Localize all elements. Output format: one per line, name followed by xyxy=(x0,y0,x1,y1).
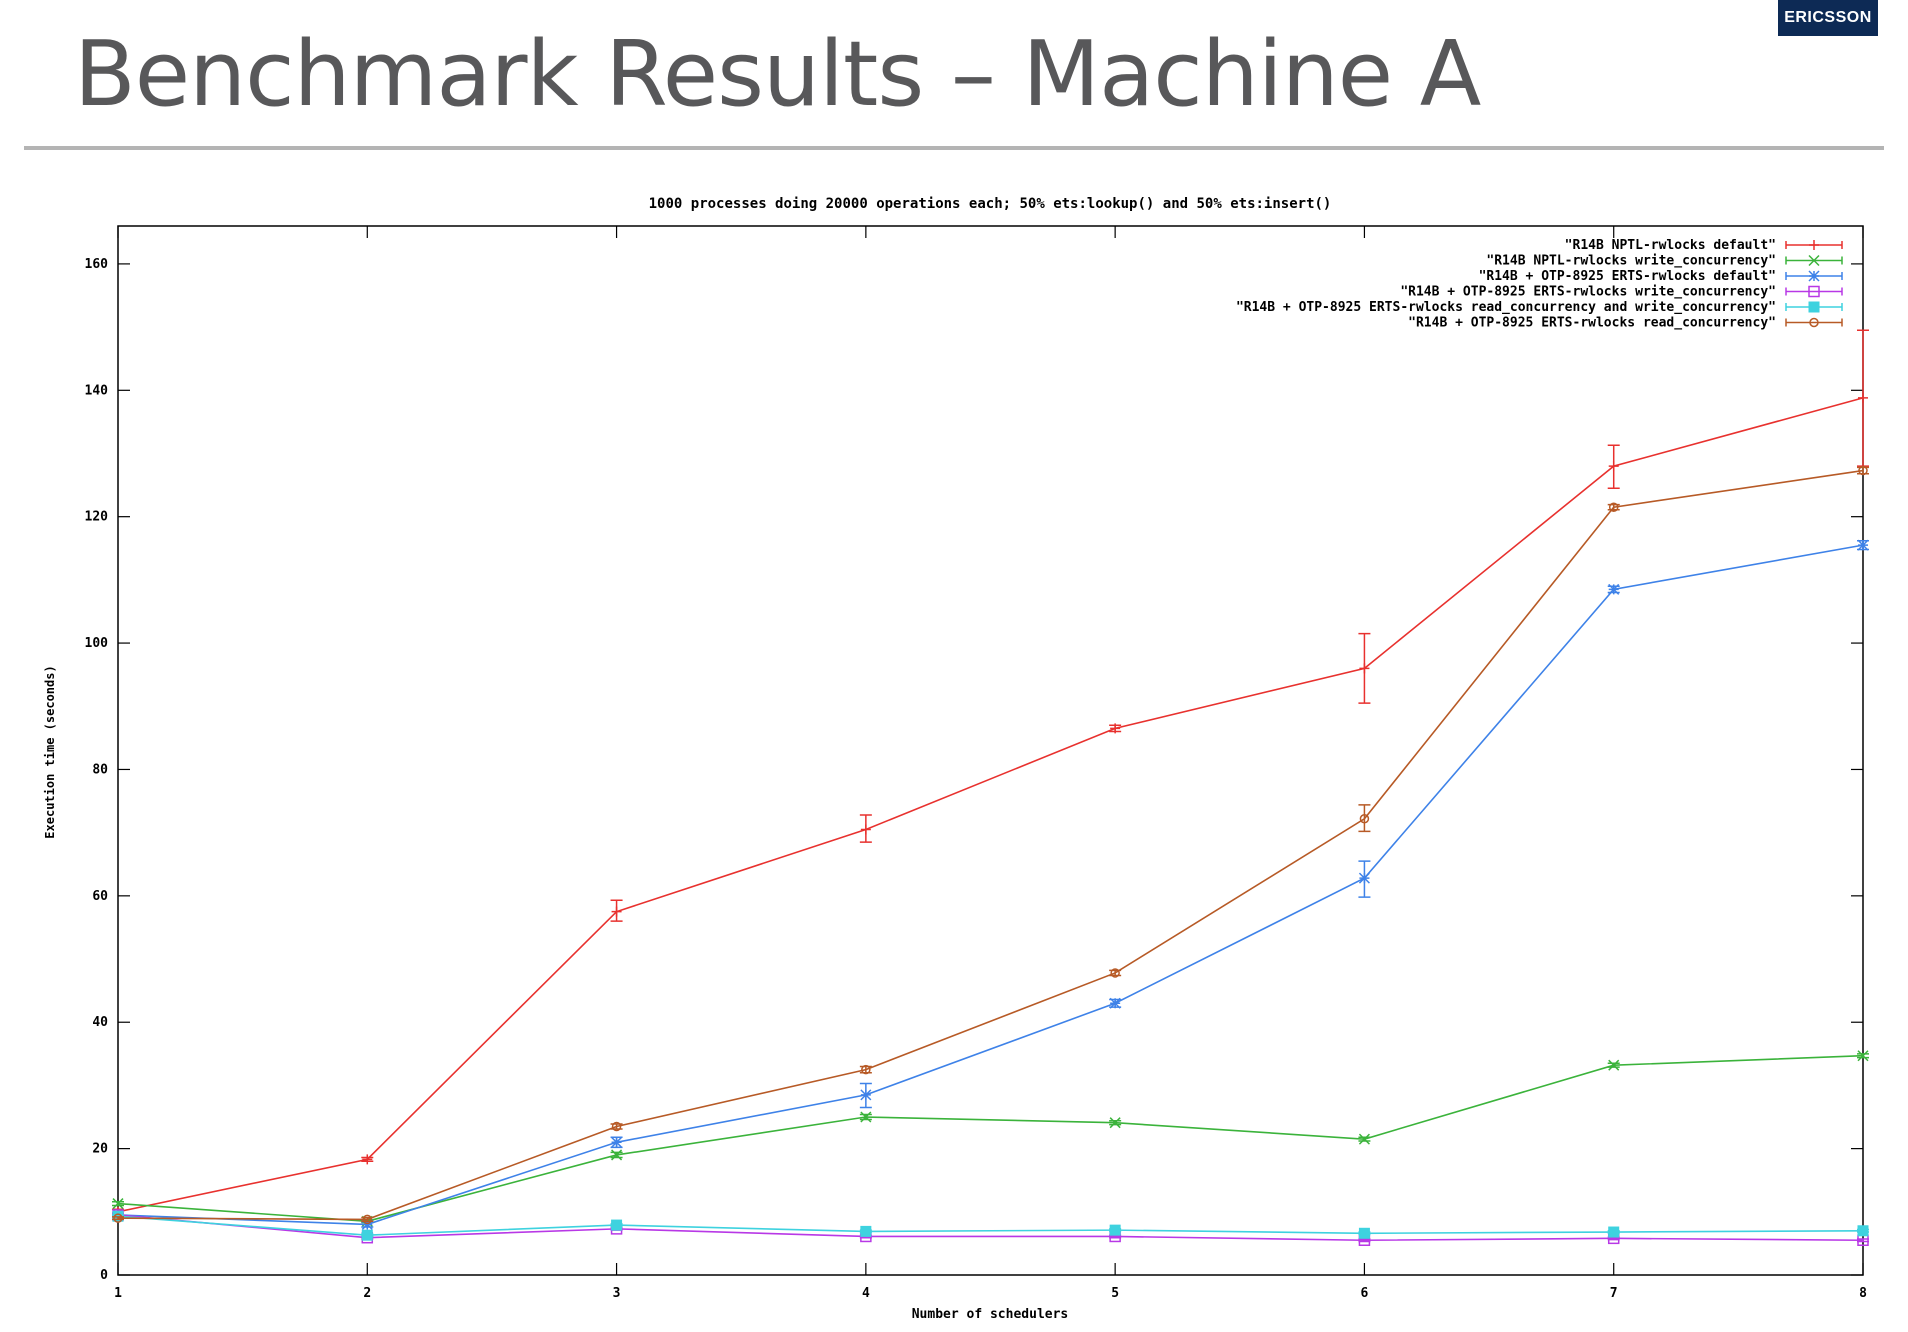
y-tick-label: 100 xyxy=(85,636,109,651)
point-marker xyxy=(1109,1224,1121,1236)
series-3 xyxy=(112,539,1869,1230)
point-marker xyxy=(1109,1117,1121,1129)
series-line xyxy=(117,469,1864,1221)
point-marker xyxy=(611,1136,623,1148)
y-tick-label: 40 xyxy=(92,1015,108,1030)
series-layer xyxy=(112,329,1869,1246)
legend-label: "R14B + OTP-8925 ERTS-rwlocks read_concu… xyxy=(1236,300,1776,315)
point-marker xyxy=(361,1229,373,1241)
slide-title: Benchmark Results – Machine A xyxy=(74,22,1481,127)
point-marker xyxy=(860,1225,872,1237)
point-marker xyxy=(1110,723,1121,734)
legend-label: "R14B + OTP-8925 ERTS-rwlocks read_concu… xyxy=(1408,316,1776,331)
point-marker xyxy=(362,1214,373,1225)
point-marker xyxy=(113,1213,123,1223)
x-tick-label: 5 xyxy=(1111,1286,1119,1301)
point-marker xyxy=(362,1154,373,1165)
y-tick-label: 80 xyxy=(92,762,108,777)
series-line xyxy=(117,1214,1864,1242)
point-marker xyxy=(112,1198,124,1210)
point-marker xyxy=(1110,968,1120,978)
point-marker xyxy=(1808,254,1820,267)
legend-label: "R14B + OTP-8925 ERTS-rwlocks write_conc… xyxy=(1400,285,1776,300)
error-bar xyxy=(1857,1238,1869,1243)
legend-swatch xyxy=(1785,318,1843,327)
point-marker xyxy=(1808,270,1820,282)
point-marker xyxy=(1608,502,1619,512)
title-divider xyxy=(24,146,1884,150)
y-tick-label: 160 xyxy=(85,257,109,272)
error-bar xyxy=(1358,1238,1371,1243)
series-6 xyxy=(112,465,1869,1225)
legend-label: "R14B NPTL-rwlocks write_concurrency" xyxy=(1486,254,1776,269)
legend-swatch xyxy=(1785,287,1843,296)
x-tick-label: 7 xyxy=(1610,1286,1618,1301)
point-marker xyxy=(1808,301,1820,313)
point-marker xyxy=(1359,813,1370,824)
point-marker xyxy=(1358,1227,1370,1239)
point-marker xyxy=(1358,1133,1370,1145)
y-tick-label: 60 xyxy=(92,889,108,904)
point-marker xyxy=(611,1219,623,1231)
point-marker xyxy=(860,1089,872,1101)
x-axis-label: Number of schedulers xyxy=(912,1307,1069,1322)
point-marker xyxy=(1608,461,1619,472)
series-line xyxy=(117,1054,1864,1223)
point-marker xyxy=(1109,997,1121,1009)
error-bar xyxy=(859,1065,872,1074)
series-2 xyxy=(112,1050,1869,1227)
y-axis-label: Execution time (seconds) xyxy=(43,665,57,838)
y-tick-label: 120 xyxy=(85,510,109,525)
x-tick-label: 8 xyxy=(1859,1286,1867,1301)
point-marker xyxy=(1608,1059,1620,1071)
point-marker xyxy=(1809,240,1819,250)
x-tick-label: 6 xyxy=(1361,1286,1369,1301)
error-bar xyxy=(1857,466,1869,475)
point-marker xyxy=(1858,465,1868,476)
y-tick-label: 0 xyxy=(100,1268,108,1283)
point-marker xyxy=(611,906,622,917)
point-marker xyxy=(611,1121,622,1132)
x-tick-label: 1 xyxy=(114,1286,122,1301)
point-marker xyxy=(860,824,871,835)
point-marker xyxy=(1857,1225,1869,1237)
series-1 xyxy=(112,329,1869,1217)
point-marker xyxy=(1809,317,1819,328)
x-tick-label: 2 xyxy=(363,1286,371,1301)
error-bar xyxy=(1358,804,1371,833)
series-line xyxy=(117,1215,1864,1236)
series-line xyxy=(117,544,1864,1226)
point-marker xyxy=(1808,285,1820,298)
x-tick-label: 3 xyxy=(613,1286,621,1301)
point-marker xyxy=(1858,392,1868,403)
point-marker xyxy=(860,1111,872,1123)
series-4 xyxy=(112,1209,1869,1246)
point-marker xyxy=(1358,872,1370,884)
legend-label: "R14B NPTL-rwlocks default" xyxy=(1565,238,1776,253)
point-marker xyxy=(611,1149,623,1161)
point-marker xyxy=(361,1218,373,1230)
point-marker xyxy=(1608,583,1620,595)
chart-title: 1000 processes doing 20000 operations ea… xyxy=(649,196,1332,212)
point-marker xyxy=(1857,539,1869,551)
x-axis: 1 2 3 4 5 6 7 8 xyxy=(114,226,1867,1301)
point-marker xyxy=(1857,1050,1869,1062)
legend-label: "R14B + OTP-8925 ERTS-rwlocks default" xyxy=(1479,269,1776,284)
point-marker xyxy=(1608,1226,1620,1238)
ericsson-logo: ERICSSON xyxy=(1778,0,1878,36)
point-marker xyxy=(1359,663,1370,674)
legend: "R14B NPTL-rwlocks default""R14B NPTL-rw… xyxy=(1236,238,1843,331)
point-marker xyxy=(861,1064,871,1075)
y-axis: 0 20 40 60 80 100 120 140 160 xyxy=(85,257,1863,1283)
y-tick-label: 20 xyxy=(92,1142,108,1157)
x-tick-label: 4 xyxy=(862,1286,870,1301)
plot-frame xyxy=(117,225,1864,1276)
y-tick-label: 140 xyxy=(85,383,109,398)
series-line xyxy=(117,397,1864,1213)
